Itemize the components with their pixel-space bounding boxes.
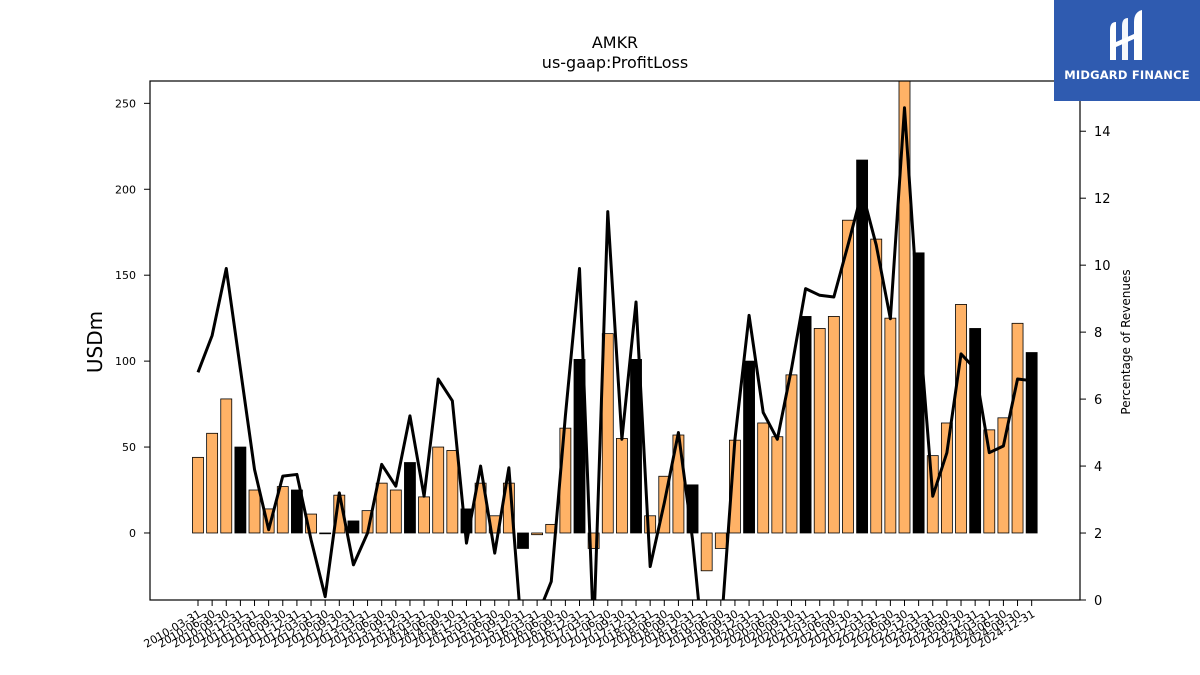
bar xyxy=(389,489,402,534)
y2-tick-label: 6 xyxy=(1094,393,1102,408)
bar xyxy=(714,532,727,549)
plot-frame xyxy=(149,80,1081,601)
bar xyxy=(912,252,925,534)
bar xyxy=(587,532,600,549)
bar xyxy=(997,417,1010,534)
bar xyxy=(248,489,261,534)
bar xyxy=(432,446,445,534)
bar xyxy=(940,422,953,534)
bar xyxy=(192,456,204,534)
line-series xyxy=(196,106,1032,600)
bar xyxy=(955,304,967,534)
bar xyxy=(418,496,430,534)
bar xyxy=(234,446,247,534)
y2-tick-label: 10 xyxy=(1094,259,1111,274)
y-tick-label: 200 xyxy=(115,183,136,196)
bar xyxy=(404,462,416,534)
bar-series xyxy=(192,81,1038,572)
bar xyxy=(262,508,275,534)
y2-tick-label: 12 xyxy=(1094,192,1111,207)
bar xyxy=(1011,322,1024,534)
bar xyxy=(743,360,755,534)
bar xyxy=(969,328,982,534)
bar xyxy=(446,450,459,534)
bar xyxy=(898,81,911,534)
bar xyxy=(319,532,332,535)
bar xyxy=(1025,352,1038,534)
bar xyxy=(799,316,812,534)
bar xyxy=(601,333,614,534)
y-axis-left: 0 50 100 150 200 250 xyxy=(115,97,150,540)
y2-tick-label: 4 xyxy=(1094,460,1102,475)
bar xyxy=(884,317,897,534)
y-tick-label: 0 xyxy=(129,527,136,540)
y2-axis-label: Percentage of Revenues xyxy=(1119,269,1133,414)
bar xyxy=(983,429,996,534)
y-tick-label: 50 xyxy=(122,441,136,454)
bar xyxy=(870,238,883,534)
chart-subtitle: us-gaap:ProfitLoss xyxy=(542,53,688,72)
bar xyxy=(347,520,360,534)
bar xyxy=(630,358,642,534)
bar xyxy=(375,482,388,534)
bar xyxy=(276,486,289,534)
y-tick-label: 250 xyxy=(115,97,136,110)
chart-title: AMKR xyxy=(592,33,638,52)
bar xyxy=(771,436,784,534)
logo-mark-icon xyxy=(1110,10,1142,60)
y2-tick-label: 14 xyxy=(1094,125,1111,140)
bar xyxy=(700,532,713,572)
y-axis-label: USDm xyxy=(83,311,107,373)
bar xyxy=(644,515,657,534)
y-tick-label: 100 xyxy=(115,355,136,368)
y2-tick-label: 2 xyxy=(1094,527,1102,542)
brand-logo: MIDGARD FINANCE xyxy=(1054,0,1200,101)
bar xyxy=(827,316,840,534)
bar xyxy=(856,159,869,534)
bar xyxy=(813,328,826,534)
bar xyxy=(757,422,770,534)
x-axis: 2010-03-312010-06-302010-09-302010-12-31… xyxy=(142,600,1037,651)
bar xyxy=(291,489,303,534)
bar xyxy=(842,219,854,534)
y2-tick-label: 0 xyxy=(1094,594,1102,609)
bar xyxy=(785,374,798,534)
bar xyxy=(220,398,233,534)
bar xyxy=(616,438,628,534)
y2-tick-label: 8 xyxy=(1094,326,1102,341)
bar xyxy=(206,432,219,534)
bar xyxy=(517,532,529,549)
y-tick-label: 150 xyxy=(115,269,136,282)
bar xyxy=(531,532,544,536)
line-path xyxy=(196,106,1032,600)
y-axis-right: 0 2 4 6 8 10 12 14 xyxy=(1080,125,1111,609)
logo-text: MIDGARD FINANCE xyxy=(1064,68,1190,82)
